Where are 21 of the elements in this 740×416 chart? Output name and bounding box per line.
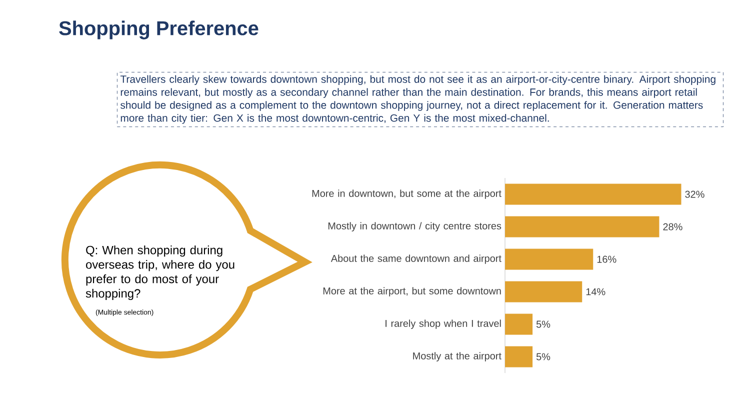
data-label: 32% (685, 190, 704, 198)
y-tick-label: More at the airport, but some downtown (323, 287, 501, 296)
data-label: 5% (536, 320, 550, 328)
data-label: 16% (597, 256, 616, 263)
text: Travellers clearly skew towards downtown shopping, but most do not see it as an airport-or-city-centre binary. Airport shopping remains relevant, but mostly as a secondary channel rather than the main destination. For brands, this means airport retail should be designed as a complement to the downtown shopping journey, not a direct replacement for it. Generation matters more than city tier: Gen X is the most downtown-centric, Gen Y is the most mixed-channel. (120, 75, 716, 124)
data-label: 14% (586, 288, 606, 296)
bar (505, 248, 594, 270)
y-tick-label: Mostly at the airport (413, 352, 502, 362)
text: Q: When shopping during overseas trip, where do you prefer to do most of your shopping? (86, 246, 234, 300)
y-tick-label: Mostly in downtown / city centre stores (328, 222, 502, 232)
data-label: 5% (536, 353, 550, 360)
bar (505, 184, 682, 205)
y-tick-label: More in downtown, but some at the airport (312, 190, 502, 199)
y-tick-label: I rarely shop when I travel (386, 320, 501, 329)
text: Shopping Preference (59, 20, 258, 40)
bar (505, 346, 533, 368)
bar (505, 281, 582, 302)
bar (505, 314, 533, 335)
bar (505, 216, 660, 238)
y-tick-label: About the same downtown and airport (330, 254, 502, 264)
data-label: 28% (663, 223, 682, 230)
